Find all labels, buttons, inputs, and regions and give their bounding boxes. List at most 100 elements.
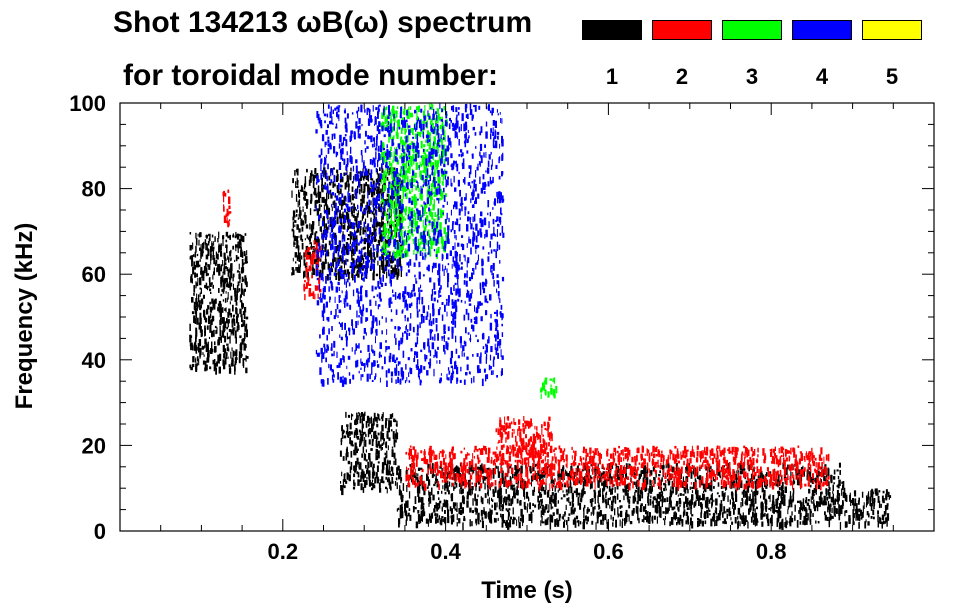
spectral-point <box>195 358 197 362</box>
spectral-point <box>410 478 413 483</box>
spectral-point <box>379 221 381 225</box>
spectral-point <box>228 308 231 316</box>
spectral-point <box>348 273 350 280</box>
spectral-point <box>595 522 597 530</box>
spectral-point <box>300 219 303 226</box>
spectral-point <box>362 432 365 436</box>
spectral-point <box>612 452 615 461</box>
spectral-point <box>310 256 313 264</box>
spectral-point <box>384 243 387 251</box>
spectral-point <box>618 482 621 487</box>
spectral-point <box>677 517 679 524</box>
spectral-point <box>463 447 465 450</box>
spectral-point <box>603 467 606 470</box>
spectral-point <box>834 498 836 505</box>
spectral-point <box>494 480 497 486</box>
spectral-point <box>665 463 667 469</box>
spectral-point <box>520 477 522 482</box>
spectral-point <box>411 463 414 469</box>
spectral-point <box>436 483 439 488</box>
spectral-point <box>534 470 537 475</box>
spectral-point <box>516 498 519 504</box>
spectral-point <box>728 507 731 515</box>
spectral-point <box>662 465 664 470</box>
spectral-point <box>512 501 514 505</box>
spectral-point <box>566 520 568 526</box>
spectral-point <box>554 478 556 482</box>
spectral-point <box>514 459 517 463</box>
spectral-point <box>372 470 375 477</box>
spectral-point <box>422 510 424 517</box>
spectral-point <box>295 181 297 188</box>
spectral-point <box>716 447 718 452</box>
spectral-point <box>792 493 795 502</box>
spectral-point <box>381 416 383 419</box>
spectral-point <box>694 482 697 490</box>
spectral-point <box>773 504 776 512</box>
spectral-point <box>477 512 480 521</box>
spectral-point <box>685 511 689 516</box>
spectral-point <box>525 491 529 499</box>
spectral-point <box>479 448 482 455</box>
spectral-point <box>326 192 328 201</box>
spectral-point <box>686 478 688 485</box>
spectral-point <box>222 260 224 267</box>
spectral-point <box>683 460 685 466</box>
spectral-point <box>811 493 814 500</box>
spectral-point <box>389 223 392 230</box>
spectral-point <box>752 498 754 506</box>
spectral-point <box>527 481 529 488</box>
spectral-point <box>577 498 580 506</box>
spectral-point <box>429 465 432 471</box>
spectral-point <box>873 502 875 510</box>
spectral-point <box>196 273 198 278</box>
spectral-point <box>818 462 820 469</box>
spectral-point <box>422 480 425 487</box>
spectral-point <box>372 418 375 426</box>
spectral-point <box>740 460 743 464</box>
spectral-point <box>497 453 499 461</box>
spectral-point <box>532 466 535 472</box>
spectral-point <box>242 235 245 243</box>
spectral-point <box>326 226 329 234</box>
spectral-point <box>697 521 699 528</box>
region-late-mode-1 <box>844 488 892 529</box>
spectral-point <box>877 496 880 503</box>
spectral-point <box>730 476 733 481</box>
spectral-point <box>370 200 372 206</box>
spectral-point <box>541 498 543 504</box>
spectral-point <box>703 513 707 518</box>
spectral-point <box>711 448 714 456</box>
spectral-point <box>597 481 600 488</box>
spectral-point <box>227 283 230 288</box>
spectral-point <box>750 446 753 452</box>
spectral-point <box>385 467 389 476</box>
spectral-point <box>616 493 619 500</box>
spectral-point <box>538 459 540 464</box>
spectral-point <box>325 223 327 229</box>
spectral-point <box>577 492 580 496</box>
spectral-point <box>709 481 712 486</box>
spectral-point <box>210 319 213 323</box>
spectral-point <box>317 239 319 247</box>
spectral-point <box>715 458 718 463</box>
spectral-point <box>666 473 668 477</box>
spectral-point <box>829 514 832 521</box>
spectral-point <box>209 280 211 286</box>
spectral-point <box>347 217 349 224</box>
spectral-point <box>376 476 379 484</box>
spectral-point <box>228 329 232 332</box>
spectral-point <box>234 357 236 364</box>
spectral-point <box>662 460 665 465</box>
spectral-point <box>751 481 754 489</box>
spectral-point <box>439 465 441 469</box>
spectral-point <box>699 464 701 468</box>
spectral-point <box>828 487 831 491</box>
spectral-point <box>304 238 306 241</box>
spectral-point <box>223 278 227 284</box>
spectral-point <box>391 480 394 484</box>
spectral-point <box>200 330 202 333</box>
spectral-point <box>512 519 515 525</box>
spectral-point <box>765 499 768 505</box>
spectral-point <box>407 471 409 475</box>
